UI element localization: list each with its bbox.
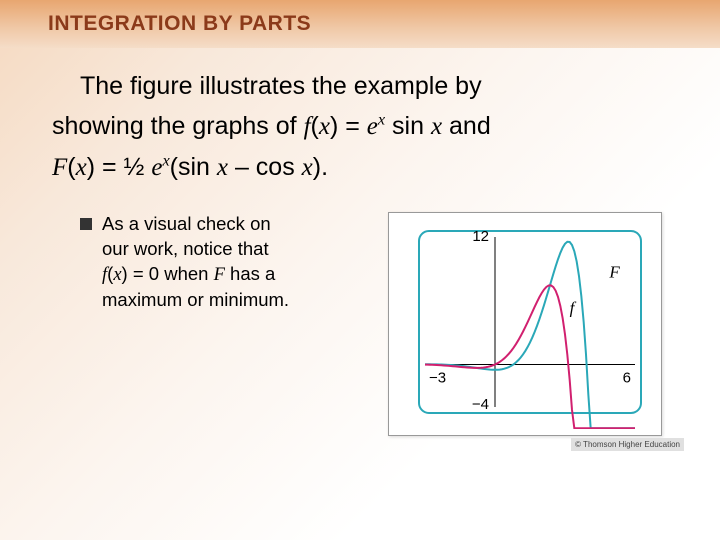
body-line2a: showing the graphs of bbox=[52, 112, 304, 140]
chart-box: 12 −4 −3 6 f F bbox=[388, 212, 662, 436]
fx-arg: (x) bbox=[311, 112, 339, 140]
e1: e bbox=[367, 113, 378, 140]
x3: x bbox=[302, 154, 313, 181]
lower-section: As a visual check on our work, notice th… bbox=[0, 188, 720, 451]
svg-text:6: 6 bbox=[623, 370, 631, 387]
x2: x bbox=[217, 154, 228, 181]
body-text: The figure illustrates the example by sh… bbox=[0, 48, 720, 188]
svg-text:−4: −4 bbox=[472, 396, 489, 413]
chart-credit: © Thomson Higher Education bbox=[571, 438, 684, 451]
bullet-l1: As a visual check on bbox=[102, 212, 289, 237]
svg-text:−3: −3 bbox=[429, 370, 446, 387]
x1: x bbox=[431, 113, 442, 140]
bullet-block: As a visual check on our work, notice th… bbox=[80, 212, 360, 451]
eq1: = bbox=[338, 112, 367, 140]
supx2: x bbox=[162, 152, 169, 170]
sin1: sin bbox=[385, 112, 431, 140]
pc: ). bbox=[313, 153, 328, 181]
half: = ½ bbox=[95, 153, 151, 181]
bullet-l3: f(x) = 0 when F has a bbox=[102, 262, 289, 288]
bullet-text: As a visual check on our work, notice th… bbox=[102, 212, 289, 451]
Fx-arg: (x) bbox=[67, 153, 95, 181]
svg-text:12: 12 bbox=[472, 228, 489, 245]
body-line1: The figure illustrates the example by bbox=[80, 72, 482, 100]
Fx-F: F bbox=[52, 154, 67, 181]
svg-text:F: F bbox=[608, 262, 620, 281]
mc: – cos bbox=[228, 153, 302, 181]
bullet-square-icon bbox=[80, 218, 92, 230]
svg-text:f: f bbox=[570, 299, 577, 318]
po: (sin bbox=[170, 153, 217, 181]
page-title: INTEGRATION BY PARTS bbox=[48, 12, 311, 36]
function-chart: 12 −4 −3 6 f F bbox=[395, 219, 655, 429]
chart-wrap: 12 −4 −3 6 f F © Thomson Higher Education bbox=[388, 212, 690, 451]
bullet-l4: maximum or minimum. bbox=[102, 288, 289, 313]
header-bar: INTEGRATION BY PARTS bbox=[0, 0, 720, 48]
e2: e bbox=[151, 154, 162, 181]
and: and bbox=[442, 112, 491, 140]
fx-f: f bbox=[304, 113, 311, 140]
bullet-l2: our work, notice that bbox=[102, 237, 289, 262]
